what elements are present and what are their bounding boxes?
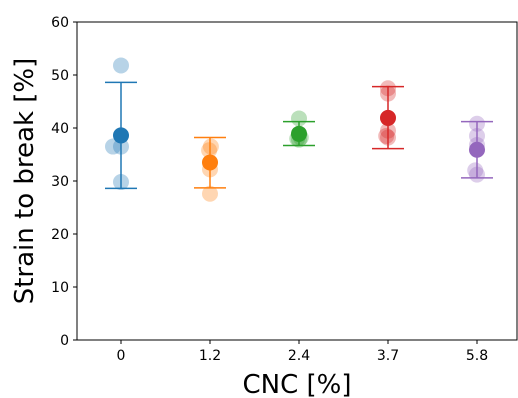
y-tick-label: 40: [51, 121, 69, 137]
data-point: [291, 110, 307, 127]
data-point: [201, 142, 218, 159]
mean-point: [202, 154, 218, 171]
x-tick-label: 2.4: [288, 348, 310, 364]
x-tick-label: 0: [117, 348, 126, 364]
mean-layer: [113, 109, 485, 171]
y-tick-label: 30: [51, 174, 69, 190]
x-tick-label: 5.8: [466, 348, 488, 364]
x-tick-label: 3.7: [377, 348, 399, 364]
x-axis-title: CNC [%]: [242, 370, 351, 398]
data-point: [104, 138, 121, 155]
x-tick-label: 1.2: [199, 348, 221, 364]
y-tick-label: 50: [51, 68, 69, 84]
data-point: [378, 127, 395, 144]
plot-frame: [76, 21, 518, 341]
mean-point: [380, 109, 396, 126]
data-point: [113, 57, 129, 74]
y-tick-label: 60: [51, 15, 69, 31]
y-tick-label: 0: [60, 333, 69, 349]
axes-layer: 0 10 20 30 40 50 60 0 1.2 2.4 3.7 5.8: [51, 15, 518, 364]
y-tick-label: 10: [51, 280, 69, 296]
data-point: [202, 138, 219, 155]
mean-point: [291, 125, 307, 142]
y-axis-title: Strain to break [%]: [10, 58, 40, 305]
mean-point: [113, 127, 129, 144]
mean-point: [469, 141, 485, 158]
data-point: [202, 185, 218, 202]
y-tick-label: 20: [51, 227, 69, 243]
data-point: [467, 162, 484, 179]
